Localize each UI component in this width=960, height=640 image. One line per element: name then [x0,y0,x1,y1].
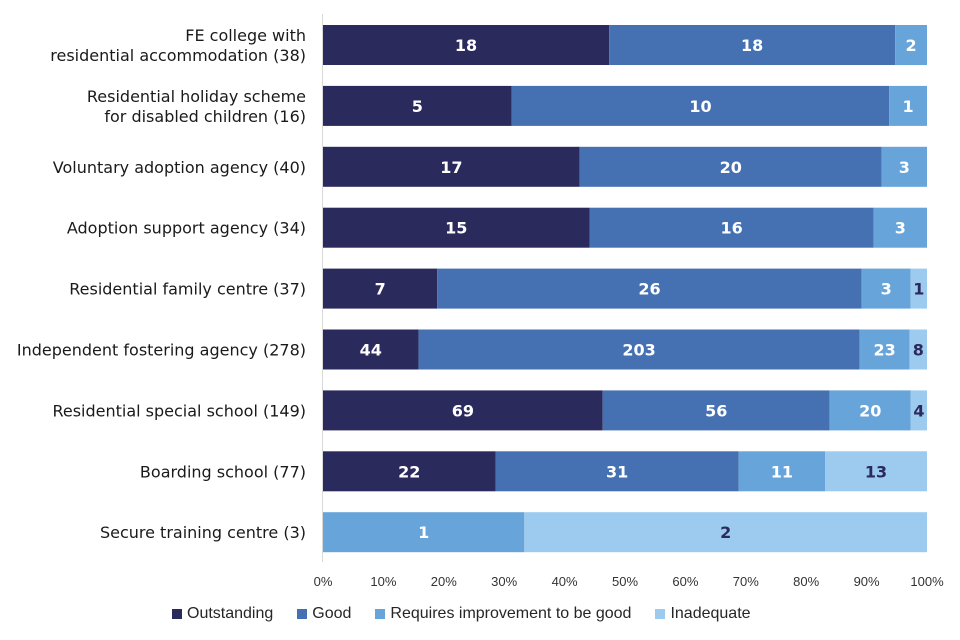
x-tick-label: 20% [431,574,457,589]
bar-segment-outstanding [323,207,590,248]
bar-segment-requires-improvement-to-be-good [881,146,927,187]
x-tick-label: 80% [793,574,819,589]
data-label: 16 [720,219,742,238]
legend-item: Inadequate [655,605,751,623]
data-label: 69 [452,401,474,420]
data-label: 3 [895,219,906,238]
category-label: Boarding school (77) [140,462,306,481]
bar-segment-good [589,207,874,248]
category-label: Voluntary adoption agency (40) [53,158,306,177]
bar-segment-requires-improvement-to-be-good [323,512,525,553]
legend-label: Inadequate [670,605,751,622]
bar-segment-inadequate [909,329,927,370]
bar-segment-good [495,451,739,492]
legend-swatch [297,609,308,619]
bar-segment-requires-improvement-to-be-good [859,329,910,370]
data-label: 2 [906,36,917,55]
data-label: 3 [881,280,892,299]
legend-swatch [172,609,182,619]
bar-segment-requires-improvement-to-be-good [895,25,927,65]
bar-segment-requires-improvement-to-be-good [738,451,826,492]
x-tick-label: 0% [314,574,333,589]
category-label: Residential special school (149) [52,401,306,420]
data-label: 31 [606,462,628,481]
legend-label: Requires improvement to be good [390,605,632,622]
data-label: 5 [412,97,423,116]
bar-segment-outstanding [323,451,496,492]
data-label: 20 [859,401,881,420]
data-label: 11 [771,462,793,481]
x-tick-label: 60% [672,574,698,589]
data-label: 56 [705,401,727,420]
legend-item: Good [297,605,351,623]
data-label: 4 [913,401,924,420]
data-label: 1 [418,523,429,542]
bar-segment-requires-improvement-to-be-good [889,85,927,126]
data-label: 1 [903,97,914,116]
data-label: 2 [720,523,731,542]
category-label: Residential family centre (37) [69,280,306,299]
x-tick-label: 10% [370,574,396,589]
bar-segment-requires-improvement-to-be-good [829,390,911,431]
category-label: for disabled children (16) [104,107,306,126]
data-label: 18 [455,36,477,55]
x-tick-label: 40% [552,574,578,589]
bar-segment-inadequate [910,268,927,309]
category-label: residential accommodation (38) [50,46,306,65]
bar-segment-requires-improvement-to-be-good [861,268,911,309]
category-label: Adoption support agency (34) [67,219,306,238]
bar-segment-good [511,85,890,126]
category-label: FE college with [185,26,306,45]
data-label: 23 [874,341,896,360]
bar-segment-outstanding [323,25,610,65]
bar-segment-outstanding [323,268,438,309]
bars-group: 18 18 25 10 117 20 315 16 37 26 3 144 203 23 869 56 20 42… [323,25,927,553]
legend-swatch [655,609,666,619]
data-label: 7 [375,280,386,299]
data-label: 26 [638,280,660,299]
category-label: Secure training centre (3) [100,523,306,542]
bar-segment-good [437,268,862,309]
bar-segment-good [602,390,830,431]
legend-label: Good [312,605,352,622]
bar-segment-inadequate [825,451,927,492]
x-tick-labels: 0% 10% 20% 30% 40% 50% 60% 70% 80% 90% 100% [314,574,944,589]
bar-segment-good [418,329,860,370]
bar-segment-outstanding [323,146,580,187]
category-label: Residential holiday scheme [87,87,306,106]
data-label: 15 [445,219,467,238]
bar-segment-inadequate [524,512,927,553]
bar-segment-good [579,146,882,187]
data-label: 13 [865,462,887,481]
bar-segment-requires-improvement-to-be-good [873,207,927,248]
bar-segment-inadequate [910,390,927,431]
bar-segment-outstanding [323,85,512,126]
x-tick-label: 70% [733,574,759,589]
bar-segment-outstanding [323,390,603,431]
data-label: 10 [689,97,711,116]
data-label: 203 [622,341,655,360]
legend-swatch [375,609,386,619]
x-tick-label: 50% [612,574,638,589]
data-label: 8 [913,341,924,360]
legend-label: Outstanding [187,605,274,622]
x-tick-label: 90% [854,574,880,589]
data-label: 17 [440,158,462,177]
data-label: 20 [720,158,742,177]
category-label: Independent fostering agency (278) [17,341,306,360]
bar-segment-good [609,25,896,65]
data-label: 18 [741,36,763,55]
legend-item: Outstanding [172,605,273,623]
legend: Outstanding Good Requires improvement to b… [172,605,751,623]
bar-segment-outstanding [323,329,419,370]
data-label: 44 [360,341,382,360]
data-label: 22 [398,462,420,481]
x-tick-label: 100% [910,574,944,589]
data-label: 1 [913,280,924,299]
data-label: 3 [899,158,910,177]
x-tick-label: 30% [491,574,517,589]
legend-item: Requires improvement to be good [375,605,631,623]
